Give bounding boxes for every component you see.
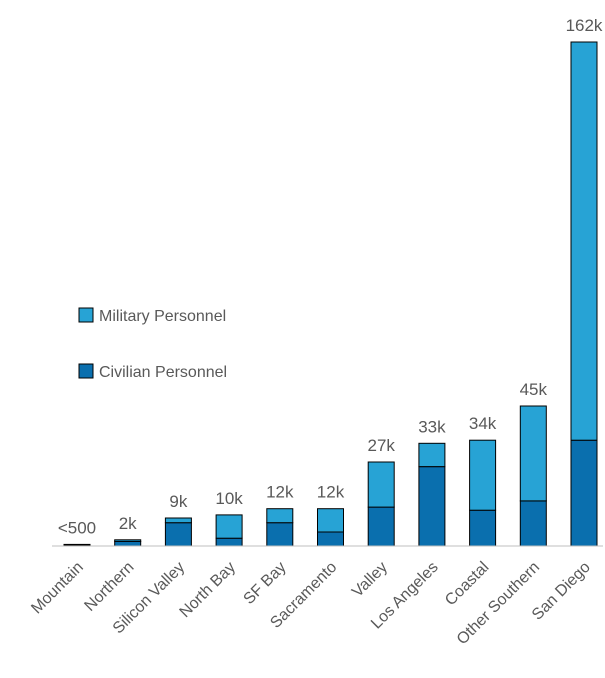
data-label-9: 45k xyxy=(520,380,548,399)
data-label-8: 34k xyxy=(469,414,497,433)
data-label-1: 2k xyxy=(119,514,137,533)
bar-civilian-3 xyxy=(215,537,243,547)
data-label-7: 33k xyxy=(418,417,446,436)
data-labels-group: <500 2k 9k 10k 12k 12k 27k 33k 34k 45k 162k xyxy=(58,16,603,537)
legend: Military Personnel Civilian Personnel xyxy=(78,307,227,381)
bar-military-6 xyxy=(367,461,395,508)
legend-label-civilian: Civilian Personnel xyxy=(99,364,227,381)
x-tick-label-4: SF Bay xyxy=(241,559,290,608)
legend-swatch-military xyxy=(78,307,94,323)
bars-group xyxy=(63,41,598,547)
bar-military-7 xyxy=(418,442,446,468)
bar-military-3 xyxy=(215,514,243,539)
data-label-4: 12k xyxy=(266,483,294,502)
bar-military-1 xyxy=(114,539,142,542)
data-label-3: 10k xyxy=(215,489,243,508)
bar-civilian-2 xyxy=(164,522,192,547)
bar-military-4 xyxy=(266,508,294,524)
bar-military-9 xyxy=(519,405,547,502)
data-label-6: 27k xyxy=(367,436,395,455)
bar-civilian-9 xyxy=(519,500,547,547)
legend-label-military: Military Personnel xyxy=(99,308,226,325)
bar-civilian-1 xyxy=(114,540,142,547)
bar-civilian-5 xyxy=(317,531,344,547)
data-label-2: 9k xyxy=(169,492,187,511)
bar-military-5 xyxy=(317,508,344,533)
bar-civilian-7 xyxy=(418,466,446,547)
x-tick-label-8: Coastal xyxy=(442,559,492,609)
bar-civilian-8 xyxy=(469,509,497,547)
bar-civilian-6 xyxy=(367,506,395,547)
x-tick-label-6: Valley xyxy=(349,559,391,601)
bar-military-0 xyxy=(63,543,91,546)
data-label-5: 12k xyxy=(317,483,345,502)
bar-civilian-4 xyxy=(266,522,294,547)
legend-swatch-civilian xyxy=(78,363,94,379)
data-label-10: 162k xyxy=(566,16,603,35)
data-label-0: <500 xyxy=(58,518,96,537)
bar-civilian-10 xyxy=(570,439,598,547)
x-tick-label-3: North Bay xyxy=(177,559,239,621)
x-tick-label-0: Mountain xyxy=(28,559,87,618)
bar-military-2 xyxy=(164,517,192,524)
bar-military-8 xyxy=(469,439,497,511)
bar-military-10 xyxy=(570,41,598,441)
